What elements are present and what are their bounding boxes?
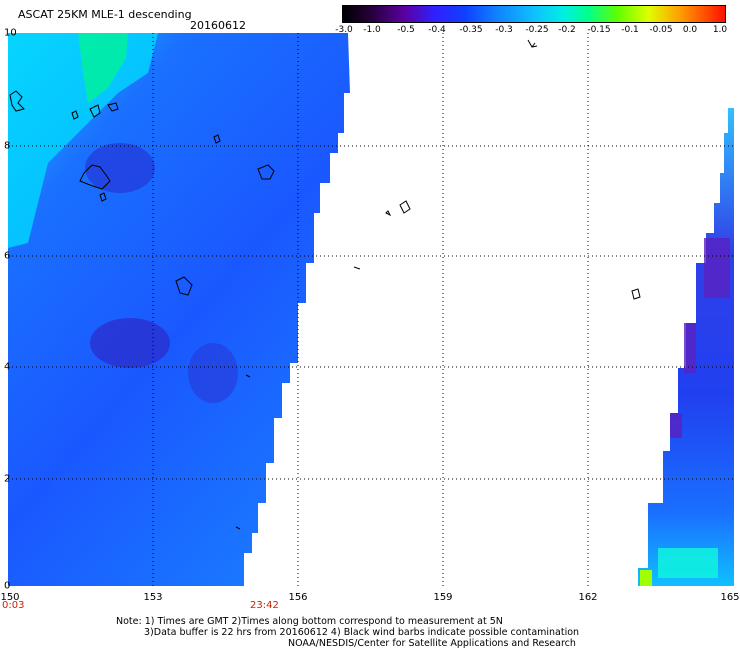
colorbar-tick: -0.05 [649, 25, 673, 35]
y-axis-label: 8 [4, 140, 11, 152]
colorbar-tick: 0.0 [682, 25, 698, 35]
colorbar-tick: -0.4 [428, 25, 446, 35]
colorbar-tick: 1.0 [712, 25, 728, 35]
footnote-line-3: NOAA/NESDIS/Center for Satellite Applica… [288, 638, 576, 649]
wind-barb-icon [527, 39, 538, 48]
left-swath-cyan [8, 33, 158, 248]
left-swath-green [78, 33, 128, 103]
grid-lines [8, 33, 734, 586]
y-axis-label: 6 [4, 250, 11, 262]
colorbar-tick: -0.15 [587, 25, 611, 35]
colorbar-tick: -0.25 [525, 25, 549, 35]
dark-blob [188, 343, 238, 403]
y-axis-label: 10 [4, 27, 17, 39]
colorbar-tick: -0.5 [397, 25, 415, 35]
x-axis-label: 156 [288, 592, 308, 603]
x-axis-label: 150 [0, 592, 20, 603]
x-axis-label: 159 [433, 592, 453, 603]
island-outlines [9, 90, 641, 530]
start-time-label: 0:03 [2, 600, 25, 611]
right-swath-purple [684, 323, 696, 373]
footnote-line-1: Note: 1) Times are GMT 2)Times along bot… [116, 616, 503, 627]
colorbar-tick: -0.3 [495, 25, 513, 35]
footnote-line-2: 3)Data buffer is 22 hrs from 20160612 4)… [144, 627, 580, 638]
color-scale-bar [342, 5, 726, 23]
right-swath-purple [704, 238, 730, 298]
x-axis-label: 162 [578, 592, 598, 603]
dark-blob [85, 143, 155, 193]
product-title: ASCAT 25KM MLE-1 descending [18, 8, 192, 21]
y-axis-label: 4 [4, 361, 11, 373]
dark-blob [90, 318, 170, 368]
colorbar-tick: -3.0 [335, 25, 353, 35]
colorbar-tick: -0.2 [558, 25, 576, 35]
x-axis-label: 153 [143, 592, 163, 603]
y-axis-label: 0 [4, 580, 11, 592]
colorbar-tick: -0.35 [459, 25, 483, 35]
right-swath-cyan [658, 548, 718, 578]
map-panel [8, 33, 734, 586]
right-swath-purple [670, 413, 682, 438]
right-swath-green [640, 570, 652, 586]
end-time-label: 23:42 [250, 600, 279, 611]
colorbar-tick: -0.1 [621, 25, 639, 35]
product-date: 20160612 [190, 19, 246, 32]
colorbar-tick: -1.0 [363, 25, 381, 35]
y-axis-label: 2 [4, 473, 11, 485]
x-axis-label: 165 [720, 592, 740, 603]
